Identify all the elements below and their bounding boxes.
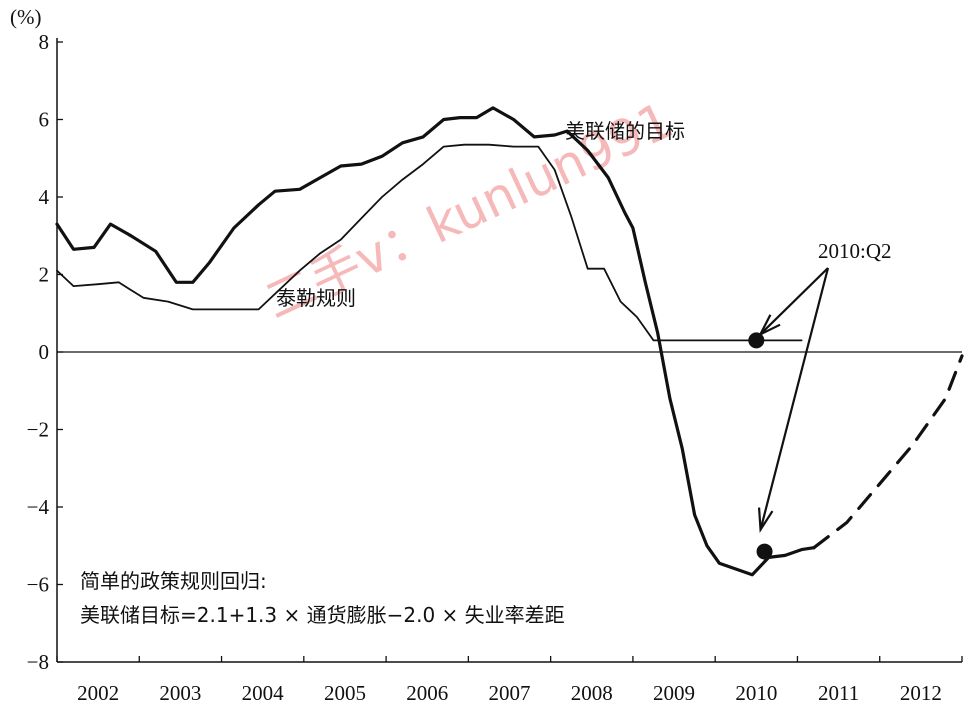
- fed-target-label: 美联储的目标: [565, 119, 685, 143]
- note-line-2: 美联储目标=2.1+1.3 × 通货膨胀−2.0 × 失业率差距: [80, 603, 565, 627]
- taylor-rule-label: 泰勒规则: [276, 286, 356, 310]
- callout-arrow-1: [759, 267, 830, 530]
- y-tick-label: 6: [39, 108, 50, 132]
- y-axis-label: (%): [10, 5, 41, 29]
- callout-arrowhead-1: [757, 507, 774, 533]
- x-tick-label: 2005: [324, 681, 366, 705]
- x-tick-label: 2012: [900, 681, 942, 705]
- series-layer: [55, 106, 964, 577]
- y-tick-label: 8: [39, 30, 50, 54]
- x-tick-label: 2010: [735, 681, 777, 705]
- note-line-1: 简单的政策规则回归:: [80, 569, 267, 593]
- y-tick-label: 2: [39, 263, 50, 287]
- series-line-1: [56, 143, 803, 342]
- y-tick-label: −2: [27, 418, 49, 442]
- y-tick-label: 4: [39, 185, 50, 209]
- marker-layer: [748, 332, 773, 560]
- y-tick-label: 0: [39, 340, 50, 364]
- axes: 8 6 4 2 0 −2 −4 −6 −8 2002 2003 2004 2005 2006 2007 200…: [27, 30, 963, 705]
- x-tick-label: 2004: [242, 681, 285, 705]
- series-line-2: [812, 354, 964, 550]
- highlight-marker-0: [748, 332, 765, 349]
- series-line-0: [55, 106, 816, 577]
- x-tick-label: 2011: [818, 681, 859, 705]
- callout-arrow-0: [759, 267, 829, 336]
- x-tick-label: 2006: [406, 681, 448, 705]
- x-tick-label: 2003: [159, 681, 201, 705]
- x-tick-label: 2008: [571, 681, 613, 705]
- callout-arrows: [757, 267, 830, 533]
- x-tick-label: 2009: [653, 681, 695, 705]
- highlight-marker-1: [756, 543, 773, 560]
- y-tick-label: −4: [27, 495, 50, 519]
- callout-label: 2010:Q2: [818, 239, 892, 263]
- x-tick-label: 2007: [489, 681, 531, 705]
- x-tick-label: 2002: [77, 681, 119, 705]
- y-tick-label: −8: [27, 650, 49, 674]
- y-tick-label: −6: [27, 573, 49, 597]
